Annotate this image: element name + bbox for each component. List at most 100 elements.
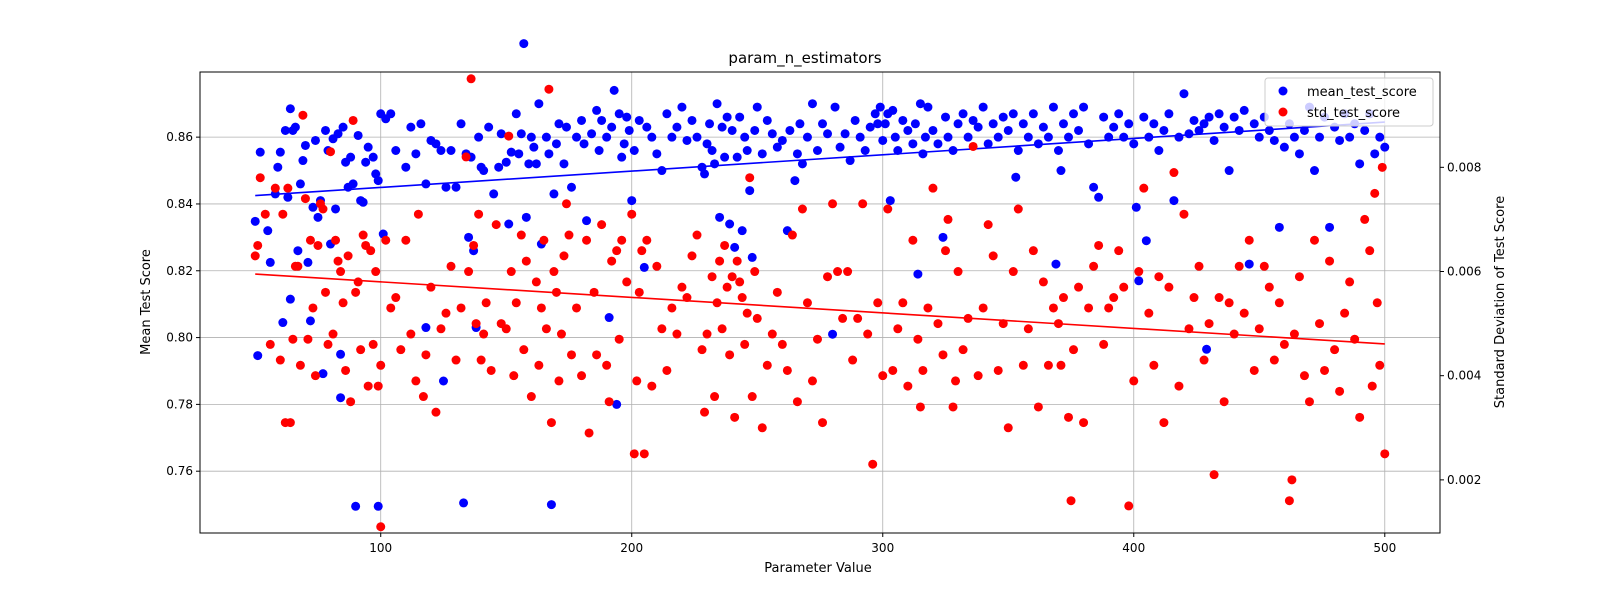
mean_test_score-point bbox=[667, 132, 677, 142]
std_test_score-point bbox=[1365, 246, 1375, 256]
mean_test_score-point bbox=[652, 149, 662, 159]
std_test_score-point bbox=[863, 329, 873, 339]
std_test_score-point bbox=[1003, 423, 1013, 433]
std_test_score-point bbox=[333, 256, 343, 266]
mean_test_score-point bbox=[1249, 119, 1259, 129]
mean_test_score-point bbox=[1084, 139, 1094, 149]
mean_test_score-point bbox=[305, 316, 315, 326]
mean_test_score-point bbox=[730, 242, 740, 252]
std_test_score-point bbox=[963, 313, 973, 323]
std_test_score-point bbox=[915, 402, 925, 412]
std_test_score-point bbox=[1069, 345, 1079, 355]
std_test_score-point bbox=[336, 267, 346, 277]
mean_test_score-point bbox=[835, 142, 845, 152]
std_test_score-point bbox=[1224, 298, 1234, 308]
std_test_score-point bbox=[479, 329, 489, 339]
mean_test_score-point bbox=[772, 142, 782, 152]
mean_test_score-point bbox=[1079, 102, 1089, 112]
mean_test_score-point bbox=[792, 149, 802, 159]
std_test_score-point bbox=[511, 298, 521, 308]
std_test_score-point bbox=[559, 251, 569, 261]
mean_test_score-point bbox=[1194, 125, 1204, 135]
mean_test_score-point bbox=[742, 146, 752, 156]
std_test_score-point bbox=[873, 298, 883, 308]
std_test_score-point bbox=[627, 209, 637, 219]
mean_test_score-point bbox=[1074, 125, 1084, 135]
std_test_score-point bbox=[305, 235, 315, 245]
mean_test_score-point bbox=[715, 212, 725, 222]
std_test_score-point bbox=[767, 329, 777, 339]
mean_test_score-point bbox=[401, 162, 411, 172]
std_test_score-point bbox=[833, 267, 843, 277]
mean_test_score-point bbox=[609, 85, 619, 95]
std_test_score-point bbox=[300, 194, 310, 204]
mean_test_score-point bbox=[865, 122, 875, 132]
std_test_score-point bbox=[1018, 360, 1028, 370]
std_test_score-point bbox=[310, 371, 320, 381]
std_test_score-point bbox=[546, 418, 556, 428]
mean_test_score-point bbox=[672, 122, 682, 132]
mean_test_score-point bbox=[1355, 159, 1365, 169]
mean_test_score-point bbox=[290, 122, 300, 132]
std_test_score-point bbox=[413, 209, 423, 219]
mean_test_score-point bbox=[898, 115, 908, 125]
mean_test_score-point bbox=[1064, 132, 1074, 142]
std_test_score-point bbox=[589, 287, 599, 297]
mean_test_score-point bbox=[828, 329, 838, 339]
mean_test_score-point bbox=[338, 122, 348, 132]
std_test_score-point bbox=[998, 319, 1008, 329]
legend-marker-mean bbox=[1278, 86, 1288, 96]
mean_test_score-point bbox=[1199, 119, 1209, 129]
mean_test_score-point bbox=[1360, 125, 1370, 135]
std_test_score-point bbox=[1174, 381, 1184, 391]
std_test_score-point bbox=[338, 298, 348, 308]
mean_test_score-point bbox=[1003, 125, 1013, 135]
mean_test_score-point bbox=[700, 169, 710, 179]
mean_test_score-point bbox=[850, 115, 860, 125]
std_test_score-point bbox=[843, 267, 853, 277]
mean_test_score-point bbox=[373, 501, 383, 511]
mean_test_score-point bbox=[1244, 259, 1254, 269]
std_test_score-point bbox=[782, 365, 792, 375]
std_test_score-point bbox=[632, 376, 642, 386]
std_test_score-point bbox=[953, 267, 963, 277]
y2-axis-ticks: 0.002 0.004 0.006 0.008 bbox=[1440, 160, 1481, 487]
std_test_score-point bbox=[1064, 412, 1074, 422]
std_test_score-point bbox=[672, 329, 682, 339]
mean_test_score-point bbox=[823, 129, 833, 139]
mean_test_score-point bbox=[1134, 276, 1144, 286]
std_test_score-point bbox=[1315, 319, 1325, 329]
mean_test_score-point bbox=[519, 39, 529, 49]
mean_test_score-point bbox=[521, 212, 531, 222]
mean_test_score-point bbox=[544, 149, 554, 159]
mean_test_score-point bbox=[504, 219, 514, 229]
mean_test_score-point bbox=[988, 119, 998, 129]
std_test_score-point bbox=[677, 282, 687, 292]
std_test_score-point bbox=[1139, 183, 1149, 193]
std_test_score-point bbox=[431, 407, 441, 417]
std_test_score-point bbox=[983, 220, 993, 230]
mean_test_score-point bbox=[1299, 125, 1309, 135]
mean_test_score-point bbox=[888, 105, 898, 115]
mean_test_score-point bbox=[790, 176, 800, 186]
mean_test_score-point bbox=[958, 109, 968, 119]
mean_test_score-point bbox=[767, 129, 777, 139]
std_test_score-point bbox=[1320, 365, 1330, 375]
grid bbox=[200, 72, 1440, 533]
mean_test_score-point bbox=[983, 139, 993, 149]
mean_test_score-point bbox=[431, 139, 441, 149]
mean_test_score-point bbox=[265, 257, 275, 267]
std_test_score-point bbox=[561, 199, 571, 209]
std_test_score-point bbox=[928, 183, 938, 193]
std_test_score-point bbox=[657, 324, 667, 334]
mean_test_score-point bbox=[313, 212, 323, 222]
std_test_score-point bbox=[1284, 496, 1294, 506]
std_test_score-point bbox=[376, 522, 386, 532]
mean_test_score-point bbox=[1345, 132, 1355, 142]
mean_test_score-point bbox=[1069, 109, 1079, 119]
mean_test_score-point bbox=[310, 135, 320, 145]
std_test_score-point bbox=[381, 235, 391, 245]
mean_test_score-point bbox=[275, 147, 285, 157]
std_test_score-point bbox=[762, 360, 772, 370]
std_test_score-point bbox=[777, 339, 787, 349]
